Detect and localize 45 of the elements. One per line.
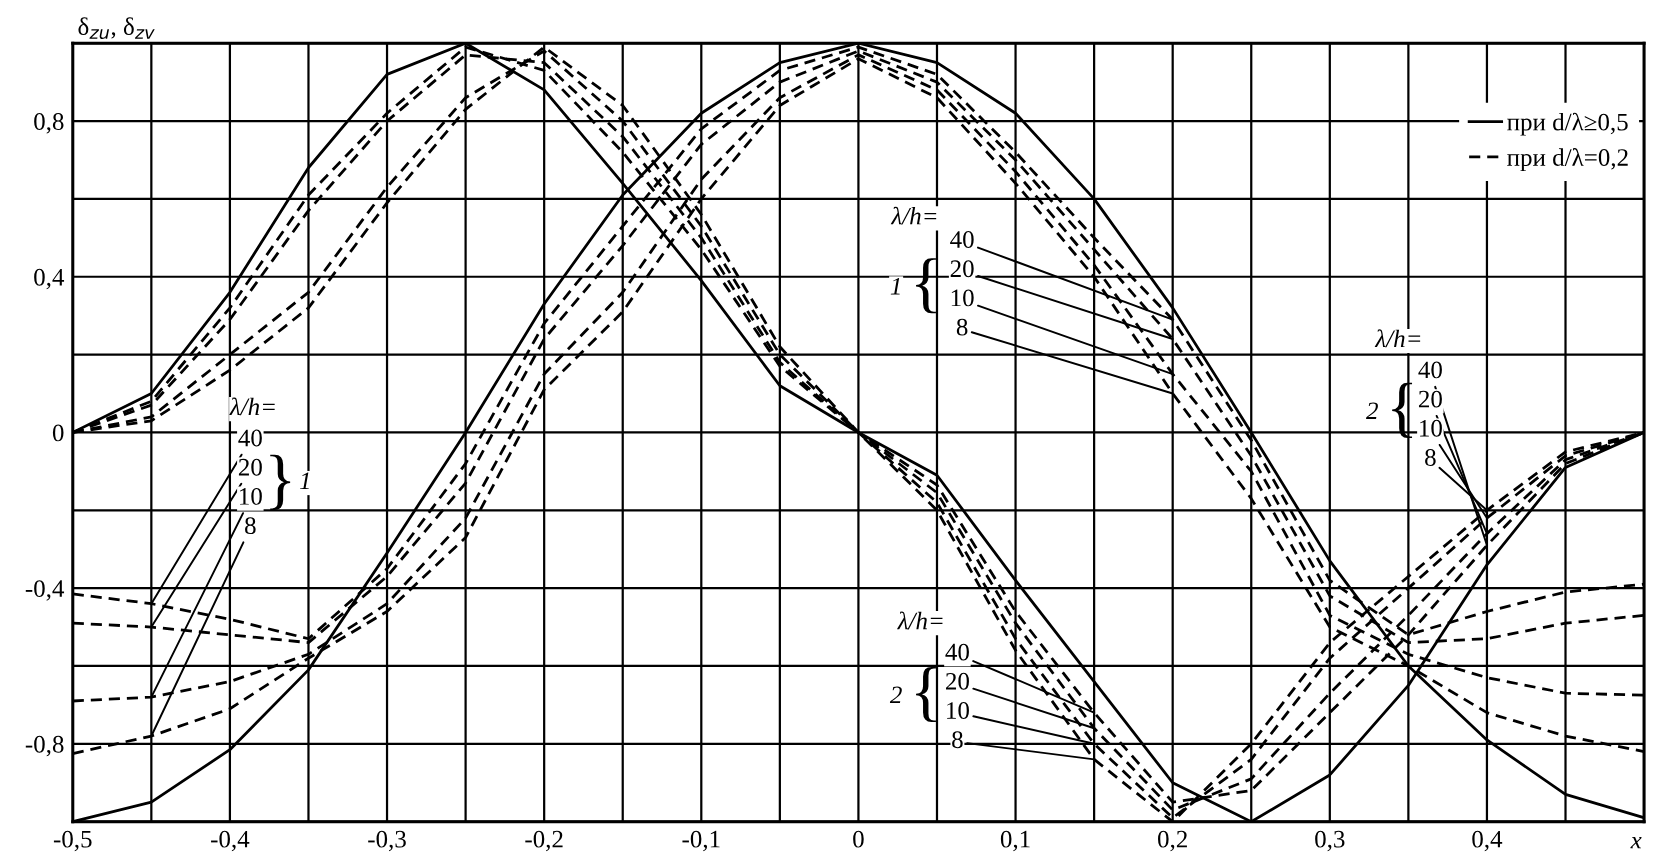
annotation: 10 <box>1420 419 1442 437</box>
x-tick-label: 0,2 <box>1158 830 1187 852</box>
annotation: λ/h= <box>890 206 937 225</box>
x-tick-label: -0,3 <box>368 830 406 852</box>
annotation: 8 <box>245 517 256 535</box>
y-tick-label: 0,4 <box>34 268 65 290</box>
y-tick-label: 0,8 <box>34 113 64 134</box>
annotation: } <box>270 454 291 510</box>
annotation: 40 <box>1418 361 1442 379</box>
annotation: 10 <box>947 702 969 719</box>
annotation: 20 <box>238 458 262 476</box>
x-tick-label: 0,1 <box>1000 830 1030 852</box>
annotation: 10 <box>240 487 262 505</box>
annotation: 10 <box>951 289 974 307</box>
x-tick-label: -0,1 <box>682 830 720 852</box>
annotation: 1 <box>890 277 900 295</box>
annotation: 20 <box>946 672 969 690</box>
x-axis-title: x <box>1630 836 1642 849</box>
annotation: 2 <box>889 686 902 704</box>
annotation: λ/h= <box>229 397 275 416</box>
annotation: 8 <box>956 318 968 336</box>
y-tick-label: -0,8 <box>25 735 64 757</box>
annotation: 8 <box>952 731 963 749</box>
x-tick-label: 0,3 <box>1315 830 1345 852</box>
annotation: 20 <box>950 260 974 278</box>
y-axis-title: δ$_{zu}$, δ$_{zv}$ <box>78 17 155 40</box>
annotation: { <box>916 666 936 723</box>
legend-label: при d/λ≥0,5 <box>1507 112 1628 136</box>
x-tick-label: 0,4 <box>1472 830 1503 852</box>
annotation: 20 <box>1418 390 1442 408</box>
annotation: 40 <box>238 429 262 447</box>
y-tick-label: 0 <box>52 424 64 442</box>
x-tick-label: -0,4 <box>211 830 250 852</box>
annotation: λ/h= <box>897 611 943 630</box>
annotation: 8 <box>1425 449 1436 466</box>
legend-label: при d/λ=0,2 <box>1507 148 1628 172</box>
annotation: 1 <box>299 472 309 490</box>
annotation: 40 <box>945 643 969 661</box>
x-tick-label: -0,5 <box>53 830 92 852</box>
annotation: 40 <box>950 231 974 248</box>
annotation: 2 <box>1366 402 1378 419</box>
x-tick-label: 0 <box>853 830 864 848</box>
x-tick-label: -0,2 <box>525 830 563 852</box>
annotation: λ/h= <box>1374 329 1421 348</box>
y-tick-label: -0,4 <box>25 580 65 601</box>
